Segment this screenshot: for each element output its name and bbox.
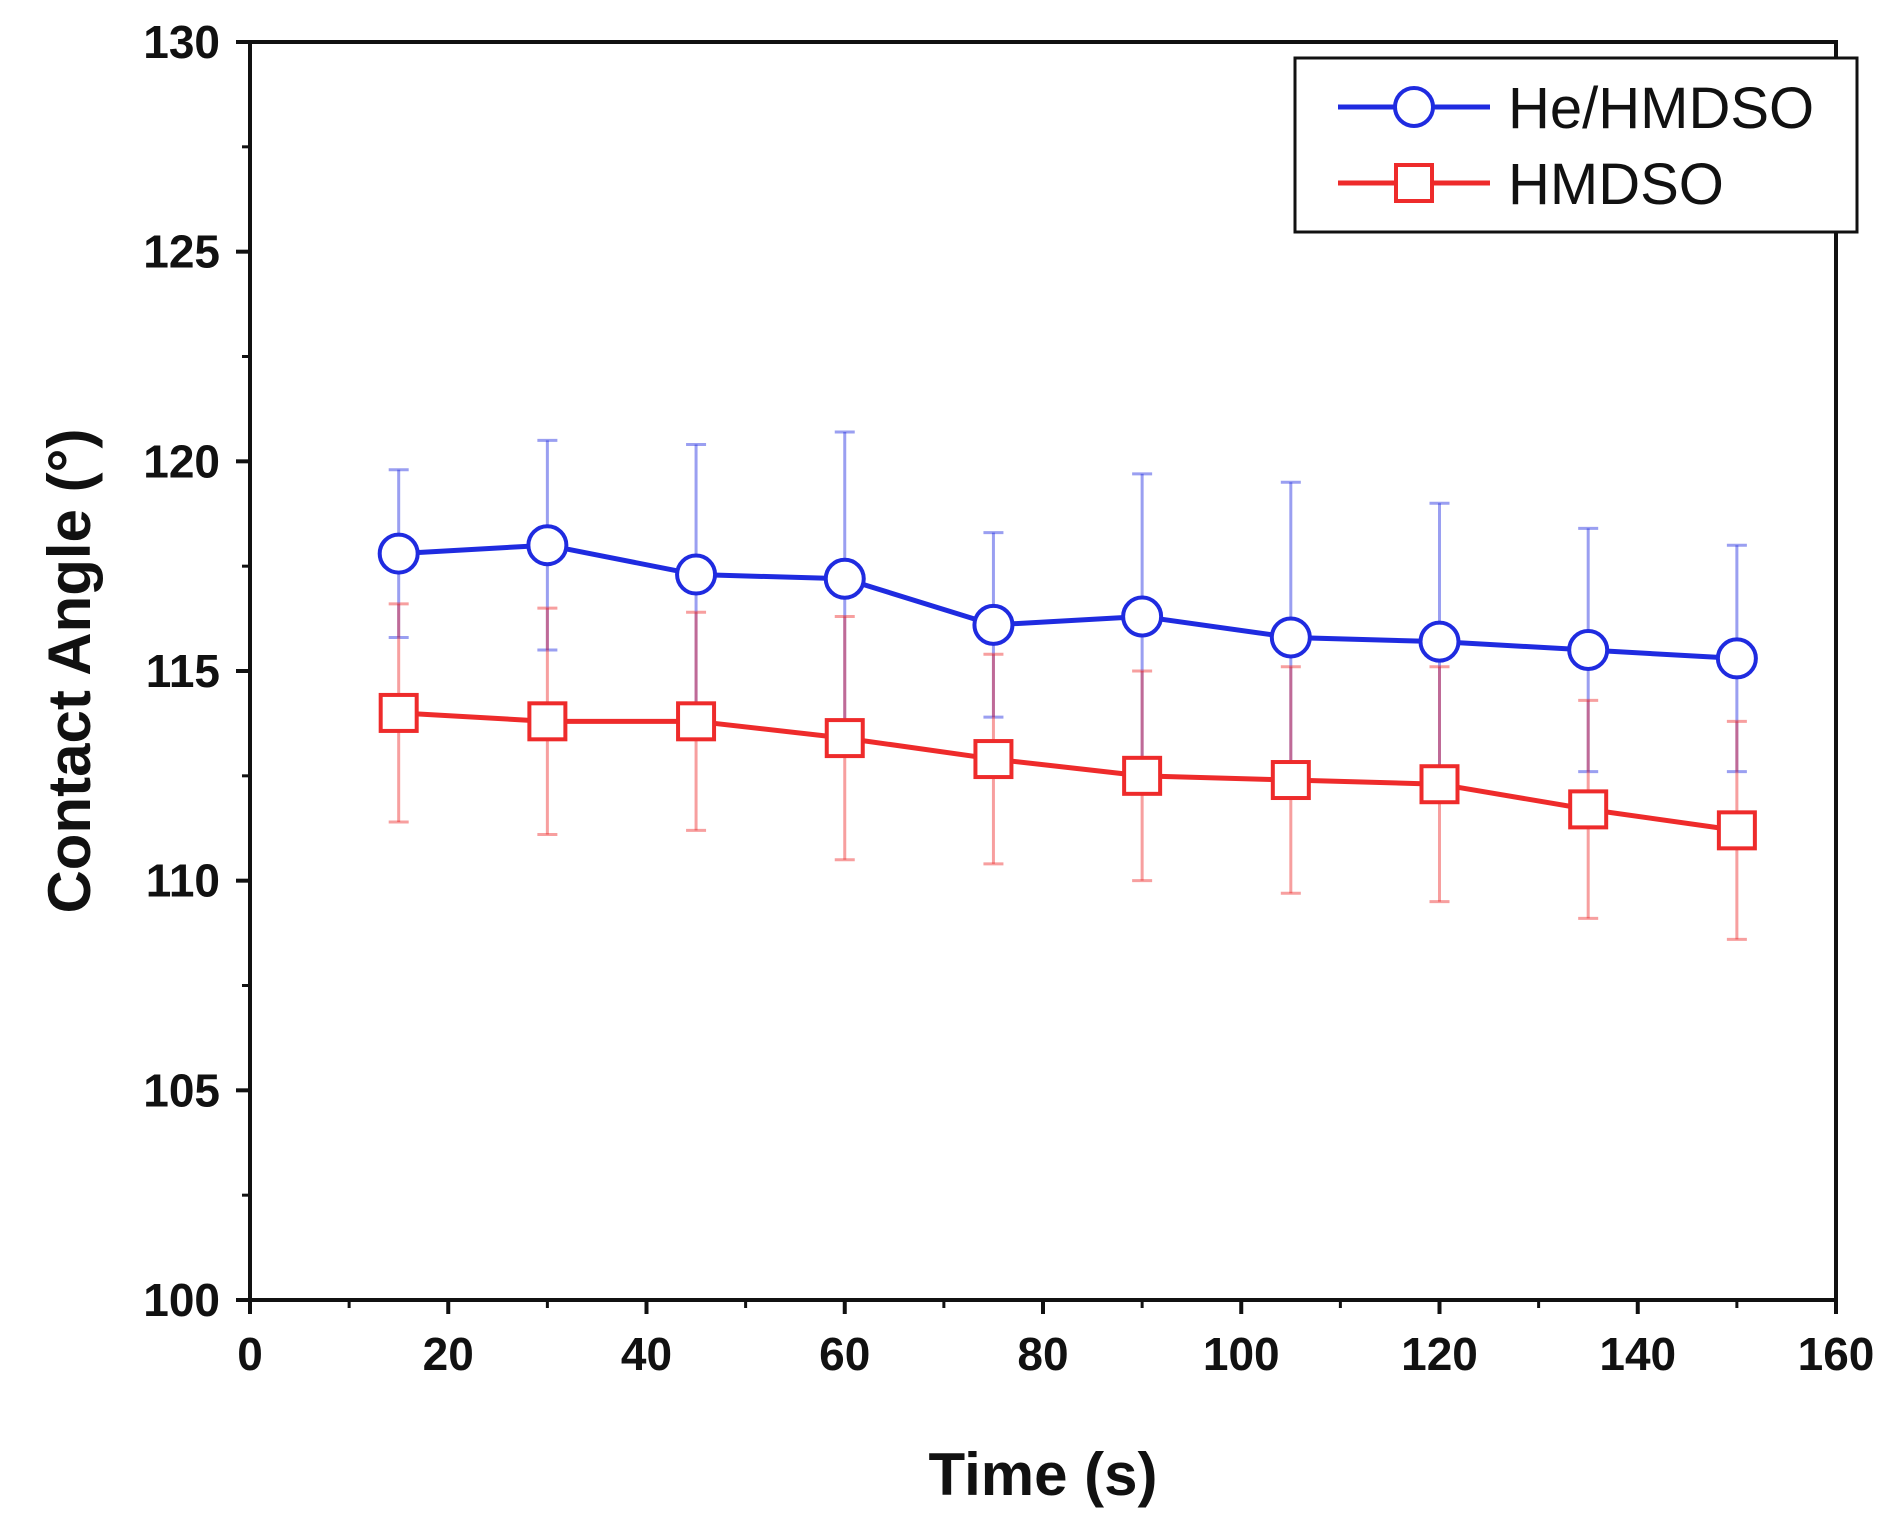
x-tick-label: 0 <box>237 1328 263 1380</box>
x-tick-label: 20 <box>423 1328 474 1380</box>
y-tick-label: 110 <box>146 855 220 907</box>
y-tick-label: 120 <box>143 435 220 487</box>
data-point-hmdso <box>973 739 1014 780</box>
data-point-hmdso <box>1568 789 1609 830</box>
series-lines <box>398 542 1738 833</box>
data-point-he-hmdso <box>675 553 718 596</box>
data-point-he-hmdso <box>377 532 420 575</box>
series-line-he-hmdso <box>398 542 1738 661</box>
x-tick-label: 120 <box>1401 1328 1478 1380</box>
data-point-he-hmdso <box>1418 620 1461 663</box>
y-tick-label: 105 <box>143 1064 220 1116</box>
markers <box>377 524 1758 851</box>
y-major-ticks <box>236 40 250 1302</box>
data-point-hmdso <box>1270 760 1311 801</box>
legend-box <box>1293 56 1859 234</box>
y-tick-labels: 100 105 110 115 120 125 130 <box>143 16 220 1326</box>
legend-label-he-hmdso: He/HMDSO <box>1508 76 1814 141</box>
x-axis-title: Time (s) <box>929 1441 1158 1508</box>
legend-marker-hmdso <box>1394 163 1434 203</box>
x-tick-label: 160 <box>1798 1328 1875 1380</box>
legend-marker-he-hmdso <box>1393 86 1435 128</box>
data-point-hmdso <box>1716 810 1757 851</box>
x-tick-label: 140 <box>1599 1328 1676 1380</box>
y-tick-label: 130 <box>143 16 220 68</box>
x-tick-labels: 0 20 40 60 80 100 120 140 160 <box>237 1328 1874 1380</box>
data-point-hmdso <box>676 701 717 742</box>
legend-label-hmdso: HMDSO <box>1508 152 1724 217</box>
data-point-he-hmdso <box>1715 637 1758 680</box>
data-point-he-hmdso <box>823 557 866 600</box>
plot-frame <box>248 40 1838 1302</box>
y-axis-title: Contact Angle (°) <box>36 428 103 913</box>
x-tick-label: 100 <box>1203 1328 1280 1380</box>
y-tick-label: 125 <box>143 226 220 278</box>
data-point-he-hmdso <box>1121 595 1164 638</box>
data-point-hmdso <box>378 692 419 733</box>
data-point-he-hmdso <box>1269 616 1312 659</box>
data-point-hmdso <box>1419 764 1460 805</box>
x-major-ticks <box>248 1300 1838 1314</box>
data-point-hmdso <box>1122 755 1163 796</box>
legend: He/HMDSO HMDSO <box>1293 56 1859 234</box>
data-point-he-hmdso <box>1567 629 1610 672</box>
data-point-he-hmdso <box>526 524 569 567</box>
x-tick-label: 40 <box>621 1328 672 1380</box>
data-point-hmdso <box>824 718 865 759</box>
series-line-hmdso <box>398 710 1738 833</box>
x-tick-label: 60 <box>819 1328 870 1380</box>
y-tick-label: 115 <box>146 645 220 697</box>
data-point-he-hmdso <box>972 603 1015 646</box>
y-tick-label: 100 <box>143 1274 220 1326</box>
data-point-hmdso <box>527 701 568 742</box>
x-tick-label: 80 <box>1017 1328 1068 1380</box>
